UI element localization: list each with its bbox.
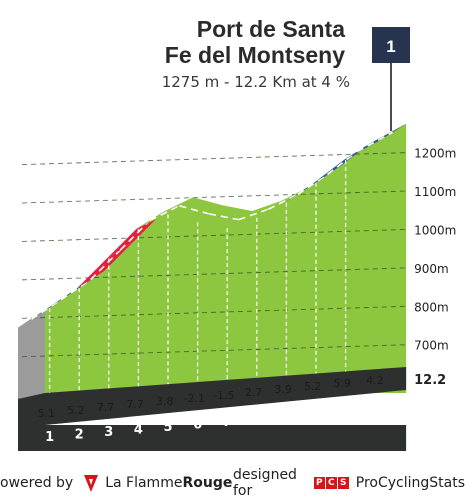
km-label: 3 — [104, 425, 113, 440]
km-label: 5 — [163, 420, 172, 435]
elevation-gridlines — [21, 152, 407, 358]
segment-centre-line — [31, 298, 62, 320]
profile-base-bottom — [18, 425, 407, 451]
climb-name-line-2: Fe del Montseny — [164, 42, 345, 68]
y-tick-label: 900m — [414, 262, 449, 276]
powered-by-credit: owered by La Flamme Rouge — [0, 470, 232, 496]
gradient-label: 5.2 — [67, 404, 85, 417]
km-label: 1 — [45, 430, 54, 445]
powered-by-text: owered by — [0, 475, 74, 491]
gradient-label: -2.1 — [184, 392, 205, 405]
designed-for-credit: designed for P C S ProCyclingStats — [233, 467, 465, 499]
elevation-gridline — [21, 228, 407, 242]
finish-distance-label: 12.2 — [414, 373, 446, 388]
km-label: 8 — [252, 413, 261, 428]
badge-box — [372, 27, 410, 63]
segment-centre-line — [267, 193, 299, 210]
lfr-brand-bold: Rouge — [182, 475, 233, 491]
climb-summary: 1275 m - 12.2 Km at 4 % — [161, 73, 350, 91]
segment-centre-line — [327, 150, 358, 175]
gradient-label: 2.7 — [245, 386, 263, 399]
gradient-label: 3.8 — [156, 395, 174, 408]
profile-base-strip — [18, 367, 407, 451]
gradient-label: -1.5 — [213, 389, 234, 402]
segment-centre-line — [356, 131, 394, 153]
lfr-brand-light: La Flamme — [105, 475, 183, 491]
segment-centre-line — [208, 213, 239, 221]
km-label: 10 — [307, 408, 325, 423]
elevation-gridline — [21, 152, 407, 166]
profile-body — [45, 123, 407, 393]
designed-for-text: designed for — [233, 467, 297, 499]
climb-name-line-1: Port de Santa — [196, 16, 345, 42]
segment-centre-line — [90, 249, 121, 281]
segment-centre-line — [60, 278, 92, 301]
km-label: 6 — [193, 418, 202, 433]
profile-front-face — [45, 123, 407, 393]
gradient-label: 5.2 — [304, 380, 322, 393]
gradient-label: 3.9 — [274, 383, 292, 396]
gradient-label: 4.2 — [366, 374, 384, 387]
segment-top-band — [106, 211, 164, 259]
elevation-gridline — [21, 305, 407, 319]
segment-centre-line — [238, 208, 269, 221]
pcs-logo-icon: P C S — [313, 477, 350, 489]
segment-centre-line — [119, 219, 151, 251]
km-label: 4 — [134, 423, 143, 438]
y-tick-label: 700m — [414, 339, 449, 353]
y-tick-label: 1000m — [414, 223, 456, 237]
km-label: 11 — [337, 405, 355, 420]
pcs-letter-c: C — [325, 477, 337, 489]
category-badge: 1 — [372, 27, 410, 131]
km-label: 2 — [75, 428, 84, 443]
pcs-text: ProCyclingStats — [355, 475, 465, 491]
elevation-gridline — [21, 190, 407, 204]
profile-base-strip — [18, 367, 407, 425]
segment-top-band — [77, 241, 134, 289]
y-tick-label: 1100m — [414, 185, 456, 199]
gradient-label: 5.1 — [38, 407, 56, 420]
lfr-logo-icon — [84, 475, 99, 492]
gradient-label: 5.9 — [334, 377, 352, 390]
profile-top-surface — [18, 123, 407, 328]
km-label: 7 — [223, 415, 232, 430]
elevation-gridline — [21, 267, 407, 281]
y-tick-label: 800m — [414, 300, 449, 314]
pcs-letter-p: P — [313, 477, 325, 489]
category-badge-label: 1 — [386, 37, 395, 56]
segment-centre-line — [149, 205, 180, 222]
pcs-letter-s: S — [337, 477, 349, 489]
gradient-label: 7.7 — [97, 401, 115, 414]
km-markers — [48, 160, 347, 395]
y-tick-label: 1200m — [414, 147, 456, 161]
elevation-gridline — [21, 344, 407, 358]
km-label: 9 — [282, 410, 291, 425]
segment-centre-line — [179, 205, 210, 215]
gradient-label: 7.7 — [126, 398, 144, 411]
profile-labels: 700m 800m 900m 1000m 1100m 1200m 5.1 5.2 7.7 7.7 3… — [38, 147, 457, 445]
segment-centre-line — [297, 173, 328, 195]
